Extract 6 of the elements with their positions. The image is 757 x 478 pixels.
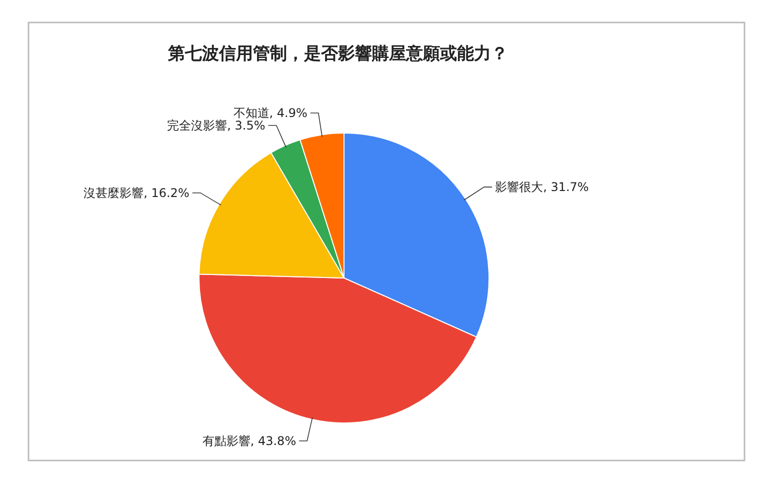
slice-label: 沒甚麼影響, 16.2% <box>84 186 190 200</box>
slice-label: 不知道, 4.9% <box>233 106 308 120</box>
slice-label: 有點影響, 43.8% <box>202 434 296 448</box>
chart-title: 第七波信用管制，是否影響購屋意願或能力？ <box>167 44 508 64</box>
slice-label: 完全沒影響, 3.5% <box>167 118 266 132</box>
slice-label: 影響很大, 31.7% <box>495 180 589 194</box>
